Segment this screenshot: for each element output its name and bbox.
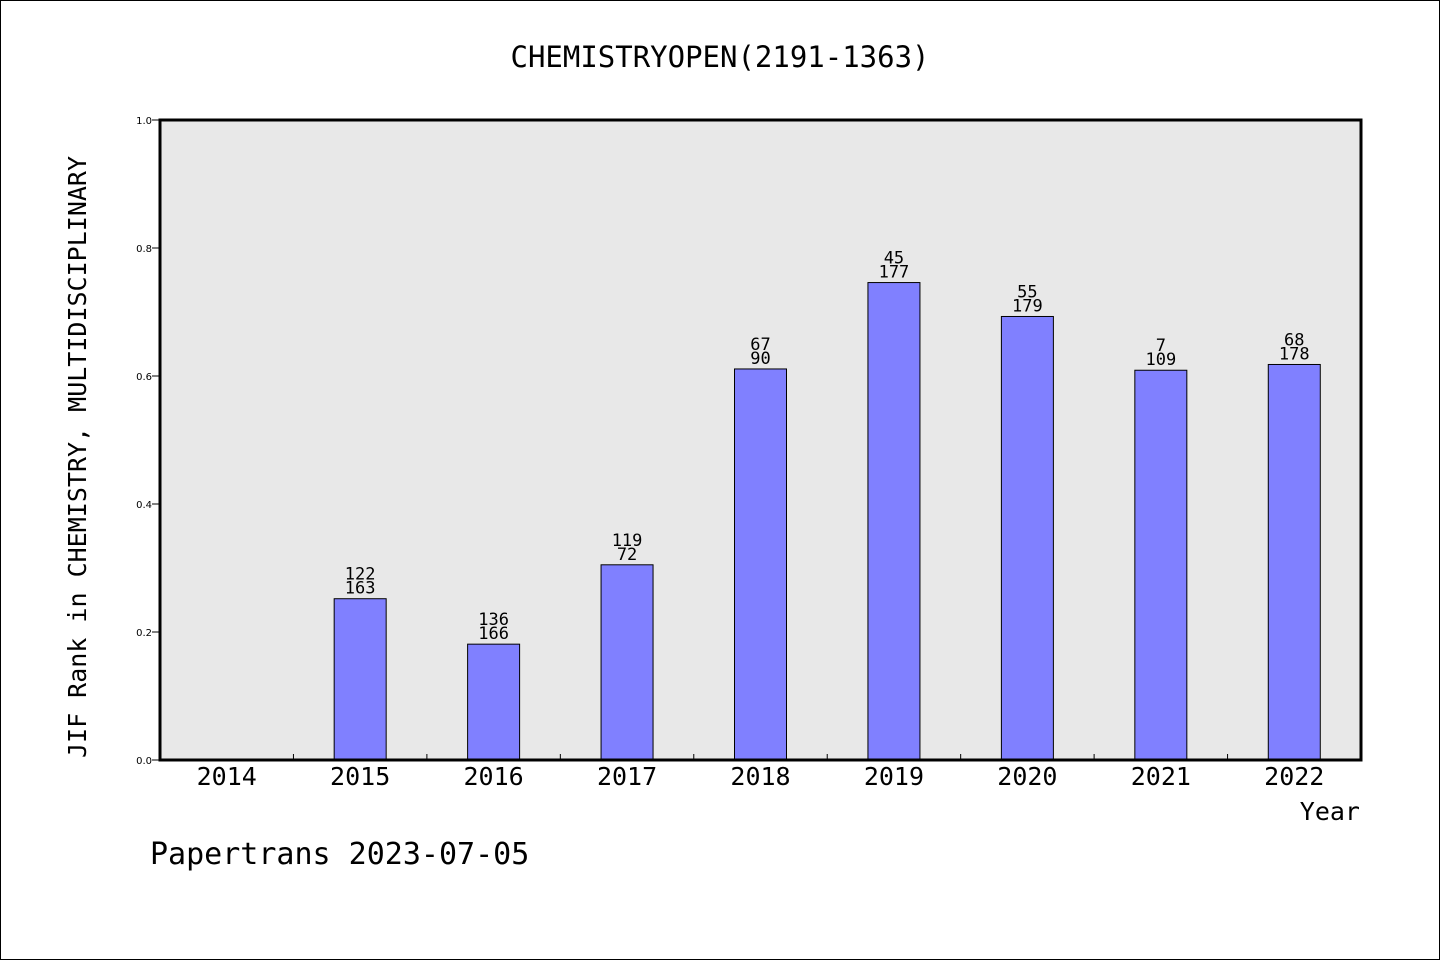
y-tick-label: 0.8 <box>136 244 152 255</box>
x-axis-label: Year <box>1300 797 1360 826</box>
bar-2015 <box>333 598 387 761</box>
x-tick-label: 2017 <box>597 762 657 791</box>
bar-2019 <box>867 282 921 761</box>
x-tick-label: 2021 <box>1131 762 1191 791</box>
bar-2020 <box>1000 315 1054 761</box>
x-tick-label: 2019 <box>864 762 924 791</box>
y-tick-label: 0.0 <box>136 756 152 767</box>
bar-2021 <box>1134 369 1188 761</box>
x-tick-label: 2018 <box>730 762 790 791</box>
bar-total-label: 163 <box>345 579 376 599</box>
x-tick-label: 2015 <box>330 762 390 791</box>
chart-title: CHEMISTRYOPEN(2191-1363) <box>510 40 929 74</box>
bars-group <box>333 282 1321 761</box>
bar-total-label: 166 <box>478 624 509 644</box>
bar-rank-label: 136 <box>478 610 509 630</box>
bar-total-label: 72 <box>617 545 637 565</box>
bar-rank-label: 68 <box>1284 330 1304 350</box>
bar-rank-label: 119 <box>612 531 643 551</box>
bar-rank-label: 55 <box>1017 282 1037 302</box>
y-tick-label: 0.4 <box>136 500 152 511</box>
plot-border <box>158 118 1363 762</box>
bar-total-label: 178 <box>1279 344 1310 364</box>
y-tick-label: 1.0 <box>136 116 152 127</box>
x-tick-label: 2022 <box>1264 762 1324 791</box>
bar-2017 <box>600 564 654 761</box>
x-tick-label: 2020 <box>997 762 1057 791</box>
x-axis-ticks: 2014 2015 2016 2017 2018 2019 2020 2021 2022 <box>197 754 1324 791</box>
bar-total-label: 179 <box>1012 296 1043 316</box>
y-axis-label: JIF Rank in CHEMISTRY, MULTIDISCIPLINARY <box>63 156 92 758</box>
bar-2016 <box>467 643 521 761</box>
bar-2022 <box>1267 363 1321 761</box>
footer-credit: Papertrans 2023-07-05 <box>150 837 529 872</box>
bar-rank-label: 7 <box>1156 336 1166 356</box>
bar-2018 <box>734 368 787 761</box>
x-tick-label: 2016 <box>464 762 524 791</box>
bar-total-label: 90 <box>750 349 770 369</box>
y-tick-label: 0.6 <box>136 372 152 383</box>
bar-rank-label: 67 <box>750 335 770 355</box>
y-axis-ticks: 0.0 0.2 0.4 0.6 0.8 1.0 <box>136 116 160 767</box>
bar-total-label: 109 <box>1145 350 1176 370</box>
bar-rank-label: 122 <box>345 565 376 585</box>
bar-total-label: 177 <box>879 263 910 283</box>
x-tick-label: 2014 <box>197 762 257 791</box>
bar-rank-label: 45 <box>884 249 904 269</box>
y-tick-label: 0.2 <box>136 628 152 639</box>
